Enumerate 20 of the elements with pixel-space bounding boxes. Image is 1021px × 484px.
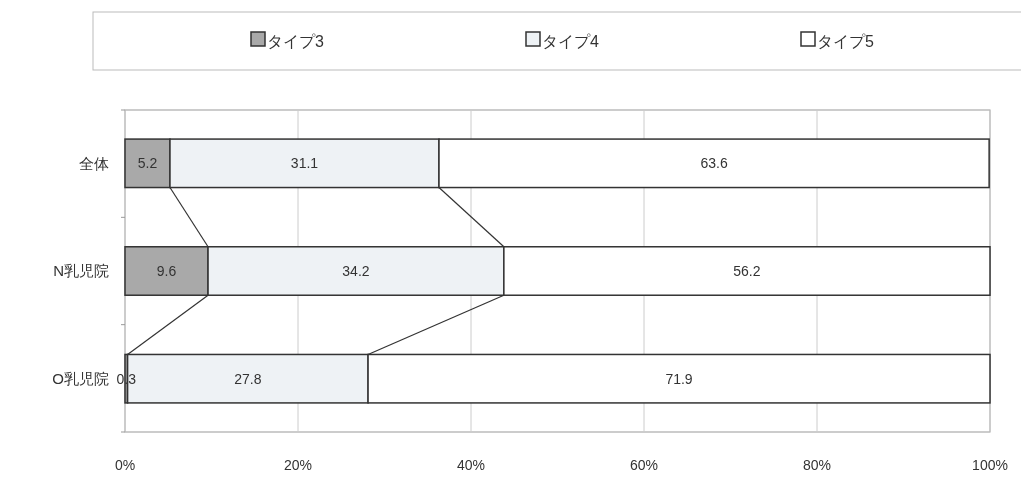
y-tick-label: O乳児院 [52,369,109,387]
data-label: 63.6 [700,155,728,172]
legend-label: タイプ3 [267,33,324,50]
data-label: 31.1 [290,155,319,172]
data-label: 34.2 [342,262,370,279]
x-tick-label: 0% [114,457,136,473]
x-tick-label: 100% [972,457,1008,473]
data-label: 56.2 [733,262,761,279]
x-tick-label: 80% [802,457,832,473]
x-tick-label: 20% [283,457,313,473]
data-label: 5.2 [137,155,158,172]
y-tick-label: 全体 [79,154,109,172]
data-label: 9.6 [156,262,177,279]
y-tick-label: N乳児院 [53,262,109,280]
legend-label: タイプ4 [542,33,599,50]
legend-label: タイプ5 [817,33,874,50]
x-tick-label: 60% [629,457,659,473]
data-label: 71.9 [665,370,693,387]
x-tick-label: 40% [456,457,486,473]
data-label: 27.8 [234,370,262,387]
